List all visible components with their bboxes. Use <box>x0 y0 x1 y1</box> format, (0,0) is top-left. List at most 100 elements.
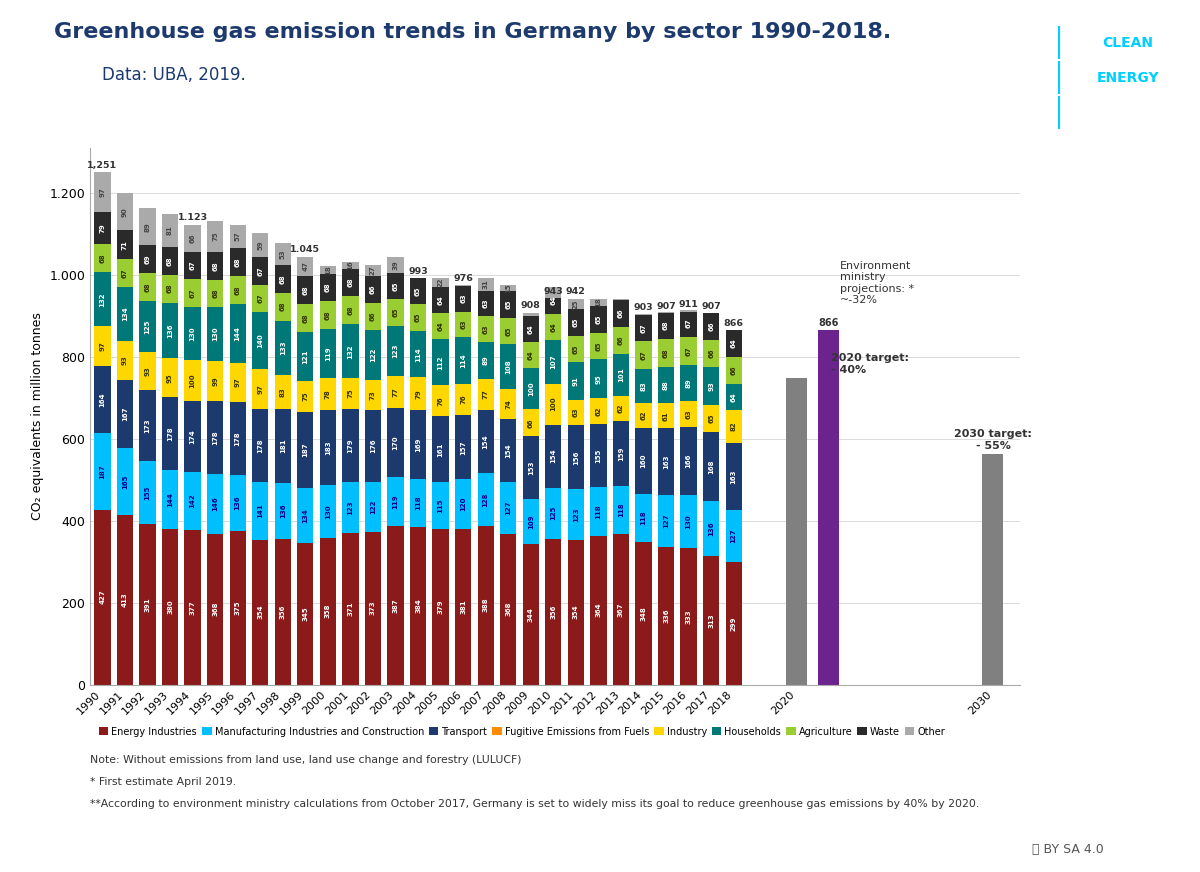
Bar <box>680 495 697 548</box>
Text: 97: 97 <box>235 378 241 387</box>
Text: 128: 128 <box>482 492 488 507</box>
Bar <box>545 340 562 384</box>
Bar <box>342 533 359 685</box>
Text: 381: 381 <box>460 599 466 614</box>
Text: 903: 903 <box>634 303 653 312</box>
Text: 174: 174 <box>190 429 196 444</box>
Text: 166: 166 <box>685 453 691 468</box>
Bar <box>298 543 313 685</box>
Bar <box>95 244 110 272</box>
Bar <box>162 529 178 685</box>
Bar <box>568 399 584 426</box>
Text: 161: 161 <box>438 442 444 457</box>
Text: **According to environment ministry calculations from October 2017, Germany is s: **According to environment ministry calc… <box>90 799 979 808</box>
Text: 68: 68 <box>348 277 353 288</box>
Bar <box>455 286 472 311</box>
Text: 125: 125 <box>551 506 557 521</box>
Bar <box>680 364 697 401</box>
Text: 127: 127 <box>664 514 670 528</box>
Bar <box>658 547 674 685</box>
Text: 130: 130 <box>212 327 218 342</box>
Bar <box>319 302 336 330</box>
Text: 178: 178 <box>257 438 263 453</box>
Bar <box>523 544 539 685</box>
Text: 118: 118 <box>618 503 624 517</box>
Text: 140: 140 <box>257 333 263 348</box>
Text: 65: 65 <box>392 308 398 317</box>
Text: 83: 83 <box>280 387 286 397</box>
Bar <box>162 303 178 358</box>
Text: 31: 31 <box>482 280 488 290</box>
Text: 68: 68 <box>280 274 286 283</box>
Bar <box>388 477 403 526</box>
Text: 95: 95 <box>595 374 601 384</box>
Bar <box>658 428 674 495</box>
Text: 178: 178 <box>167 426 173 441</box>
Bar <box>162 275 178 303</box>
Text: 154: 154 <box>505 443 511 458</box>
Bar <box>252 312 269 370</box>
Text: 123: 123 <box>348 501 353 514</box>
Bar <box>275 483 290 539</box>
Text: 173: 173 <box>144 419 150 433</box>
Text: 93: 93 <box>708 381 714 392</box>
Text: 18: 18 <box>325 265 331 275</box>
Text: 68: 68 <box>325 283 331 292</box>
Bar <box>658 403 674 428</box>
Bar <box>410 528 426 685</box>
Bar <box>229 249 246 276</box>
Text: 75: 75 <box>302 392 308 401</box>
Text: 97: 97 <box>100 187 106 197</box>
Text: 66: 66 <box>618 309 624 318</box>
Bar <box>590 299 606 306</box>
Bar <box>319 266 336 274</box>
Text: 95: 95 <box>167 373 173 383</box>
Bar <box>252 482 269 540</box>
Bar <box>613 421 629 486</box>
Text: 93: 93 <box>144 366 150 376</box>
Text: 178: 178 <box>235 432 241 446</box>
Text: 911: 911 <box>679 300 698 310</box>
Bar <box>523 410 539 437</box>
Text: 68: 68 <box>212 261 218 270</box>
Bar <box>229 363 246 403</box>
Bar <box>229 225 246 249</box>
Bar <box>388 408 403 477</box>
Text: Environment
ministry
projections: *
~-32%: Environment ministry projections: * ~-32… <box>840 261 913 305</box>
Bar <box>568 299 584 310</box>
Bar <box>590 424 606 487</box>
Text: 65: 65 <box>415 313 421 323</box>
Text: 368: 368 <box>212 602 218 617</box>
Text: 163: 163 <box>731 469 737 484</box>
Bar <box>455 311 472 337</box>
Bar <box>523 343 539 369</box>
Bar <box>703 405 719 432</box>
Text: 75: 75 <box>212 232 218 242</box>
Bar <box>275 293 290 321</box>
Text: 74: 74 <box>505 399 511 409</box>
Text: 358: 358 <box>325 604 331 618</box>
Bar <box>818 330 839 685</box>
Bar <box>139 273 156 301</box>
Bar <box>116 379 133 448</box>
Text: 22: 22 <box>438 278 444 287</box>
Bar <box>162 358 178 397</box>
Bar <box>478 378 493 410</box>
Bar <box>432 482 449 529</box>
Text: 68: 68 <box>235 257 241 267</box>
Bar <box>726 330 742 357</box>
Text: 136: 136 <box>708 521 714 535</box>
Text: 119: 119 <box>392 494 398 509</box>
Text: 63: 63 <box>482 324 488 334</box>
Text: 68: 68 <box>100 254 106 263</box>
Text: 67: 67 <box>257 294 263 303</box>
Text: 65: 65 <box>595 342 601 351</box>
Text: 83: 83 <box>641 381 647 391</box>
Bar <box>500 419 516 482</box>
Bar <box>500 482 516 534</box>
Bar <box>208 534 223 685</box>
Text: 187: 187 <box>302 443 308 458</box>
Text: 68: 68 <box>235 285 241 295</box>
Bar <box>342 409 359 482</box>
Text: 313: 313 <box>708 613 714 628</box>
